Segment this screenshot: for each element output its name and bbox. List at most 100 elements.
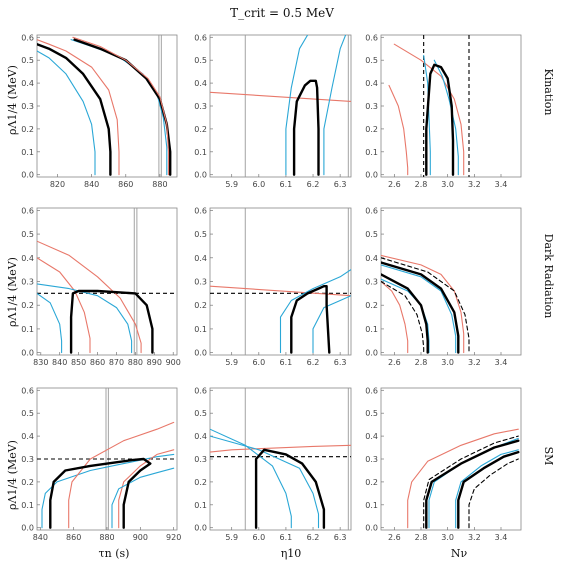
y-tick-label: 0.5 <box>365 230 378 239</box>
series-red-curve <box>393 43 465 176</box>
y-tick-label: 0.0 <box>365 349 378 358</box>
y-tick-label: 0.1 <box>21 501 34 510</box>
x-tick-label: 6.0 <box>252 533 265 542</box>
x-tick-label: 6.2 <box>307 180 320 189</box>
row-label-sm: SM <box>542 447 555 466</box>
y-tick-label: 0.1 <box>21 325 34 334</box>
series-red-curve <box>381 280 409 354</box>
row-label-dark-radiation: Dark Radiation <box>542 234 555 319</box>
series-red-curve <box>407 428 519 529</box>
x-tick-label: 840 <box>52 358 67 367</box>
x-tick-label: 6.1 <box>280 180 293 189</box>
x-tick-label: 850 <box>71 358 86 367</box>
x-tick-label: 2.6 <box>388 358 401 367</box>
y-tick-label: 0.1 <box>365 501 378 510</box>
figure-title: T_crit = 0.5 MeV <box>230 6 334 20</box>
y-tick-label: 0.2 <box>21 125 34 134</box>
plot-area <box>37 35 172 177</box>
x-tick-label: 2.6 <box>388 180 401 189</box>
panel-r2-c2: 0.0 0.1 0.2 0.3 0.4 0.5 0.6 2.6 2.8 3.0 3.2 3.4 <box>365 386 522 542</box>
y-tick-label: 0.3 <box>365 278 378 287</box>
panel-r2-c0: 0.0 0.1 0.2 0.3 0.4 0.5 0.6 840 860 880 900 920 <box>21 386 181 542</box>
series-black-curve <box>381 261 460 354</box>
y-tick-label: 0.5 <box>194 230 207 239</box>
series-blue-curve <box>455 449 519 529</box>
x-tick-label: 3.0 <box>441 358 454 367</box>
x-tick-label: 830 <box>33 358 48 367</box>
panel-r0-c0: 0.0 0.1 0.2 0.3 0.4 0.5 0.6 820 840 860 880 <box>21 33 178 189</box>
series-red-curve <box>37 257 91 354</box>
series-black-curve <box>254 448 326 529</box>
series-red-curve <box>68 421 175 529</box>
x-tick-label: 860 <box>66 533 81 542</box>
series-black-curve <box>381 273 429 354</box>
y-axis-label-row-2: ρΛ1/4 (MeV) <box>6 440 19 510</box>
y-tick-label: 0.4 <box>194 254 207 263</box>
y-tick-label: 0.5 <box>21 230 34 239</box>
x-tick-label: 5.9 <box>225 533 238 542</box>
x-tick-label: 880 <box>152 180 167 189</box>
panel-r0-c2: 0.0 0.1 0.2 0.3 0.4 0.5 0.6 2.6 2.8 3.0 3.2 3.4 <box>365 33 522 189</box>
x-tick-label: 820 <box>50 180 65 189</box>
x-tick-label: 5.9 <box>225 358 238 367</box>
series-red-curve <box>72 36 170 176</box>
y-tick-label: 0.5 <box>21 409 34 418</box>
series-black-curve <box>290 285 331 354</box>
series-red-curve <box>210 91 351 102</box>
panel-r2-c1: 0.0 0.1 0.2 0.3 0.4 0.5 0.6 5.9 6.0 6.1 6.2 6.3 <box>194 386 352 542</box>
y-tick-label: 0.1 <box>365 148 378 157</box>
plot-frame <box>209 387 352 531</box>
x-tick-label: 860 <box>118 180 133 189</box>
series-black-curve <box>425 63 455 176</box>
row-label-kination: Kination <box>542 68 555 115</box>
y-tick-label: 0.1 <box>365 325 378 334</box>
y-tick-label: 0.3 <box>365 455 378 464</box>
series-blue-curve <box>381 264 457 354</box>
plot-area <box>407 428 520 529</box>
y-tick-label: 0.4 <box>194 79 207 88</box>
y-tick-label: 0.0 <box>365 171 378 180</box>
y-tick-label: 0.4 <box>365 254 378 263</box>
x-tick-label: 880 <box>128 358 143 367</box>
series-blue-curve <box>111 467 175 529</box>
series-blue-curve <box>381 278 430 354</box>
y-tick-label: 0.6 <box>365 206 378 215</box>
series-blue-curve <box>37 50 96 176</box>
y-tick-label: 0.2 <box>21 478 34 487</box>
y-tick-label: 0.6 <box>194 33 207 42</box>
y-tick-label: 0.5 <box>365 56 378 65</box>
panel-r1-c0: 0.0 0.1 0.2 0.3 0.4 0.5 0.6 830 840 850 860 870 880 8… <box>21 206 181 367</box>
x-tick-label: 6.1 <box>280 358 293 367</box>
series-black-curve <box>292 79 320 176</box>
x-tick-label: 3.0 <box>441 180 454 189</box>
panel-r0-c1: 0.0 0.1 0.2 0.3 0.4 0.5 0.6 5.9 6.0 6.1 6.2 6.3 <box>194 33 352 189</box>
series-blue-curve <box>285 35 309 176</box>
series-black-curve <box>457 450 520 529</box>
y-tick-label: 0.2 <box>365 301 378 310</box>
y-tick-label: 0.5 <box>194 56 207 65</box>
x-tick-label: 6.0 <box>252 180 265 189</box>
plot-area <box>388 35 470 177</box>
x-axis-label-col-0: τn (s) <box>99 547 130 560</box>
plot-frame <box>36 34 178 178</box>
x-axis-label-col-1: η10 <box>281 547 302 560</box>
panel-r1-c1: 0.0 0.1 0.2 0.3 0.4 0.5 0.6 5.9 6.0 6.1 6.2 6.3 <box>194 206 352 367</box>
x-tick-label: 880 <box>99 533 114 542</box>
y-tick-label: 0.3 <box>194 278 207 287</box>
y-tick-label: 0.3 <box>365 102 378 111</box>
y-tick-label: 0.2 <box>194 301 207 310</box>
x-tick-label: 3.4 <box>495 533 508 542</box>
plot-frame <box>36 207 178 356</box>
x-tick-label: 6.1 <box>280 533 293 542</box>
plot-area <box>381 254 470 354</box>
series-dashed-curve <box>381 257 470 354</box>
plot-area <box>210 208 351 355</box>
y-tick-label: 0.1 <box>194 501 207 510</box>
series-red-curve <box>210 444 351 453</box>
series-black-curve <box>37 43 112 176</box>
series-blue-curve <box>37 292 63 354</box>
x-tick-label: 6.3 <box>334 358 347 367</box>
y-tick-label: 0.0 <box>194 171 207 180</box>
y-tick-label: 0.2 <box>194 478 207 487</box>
